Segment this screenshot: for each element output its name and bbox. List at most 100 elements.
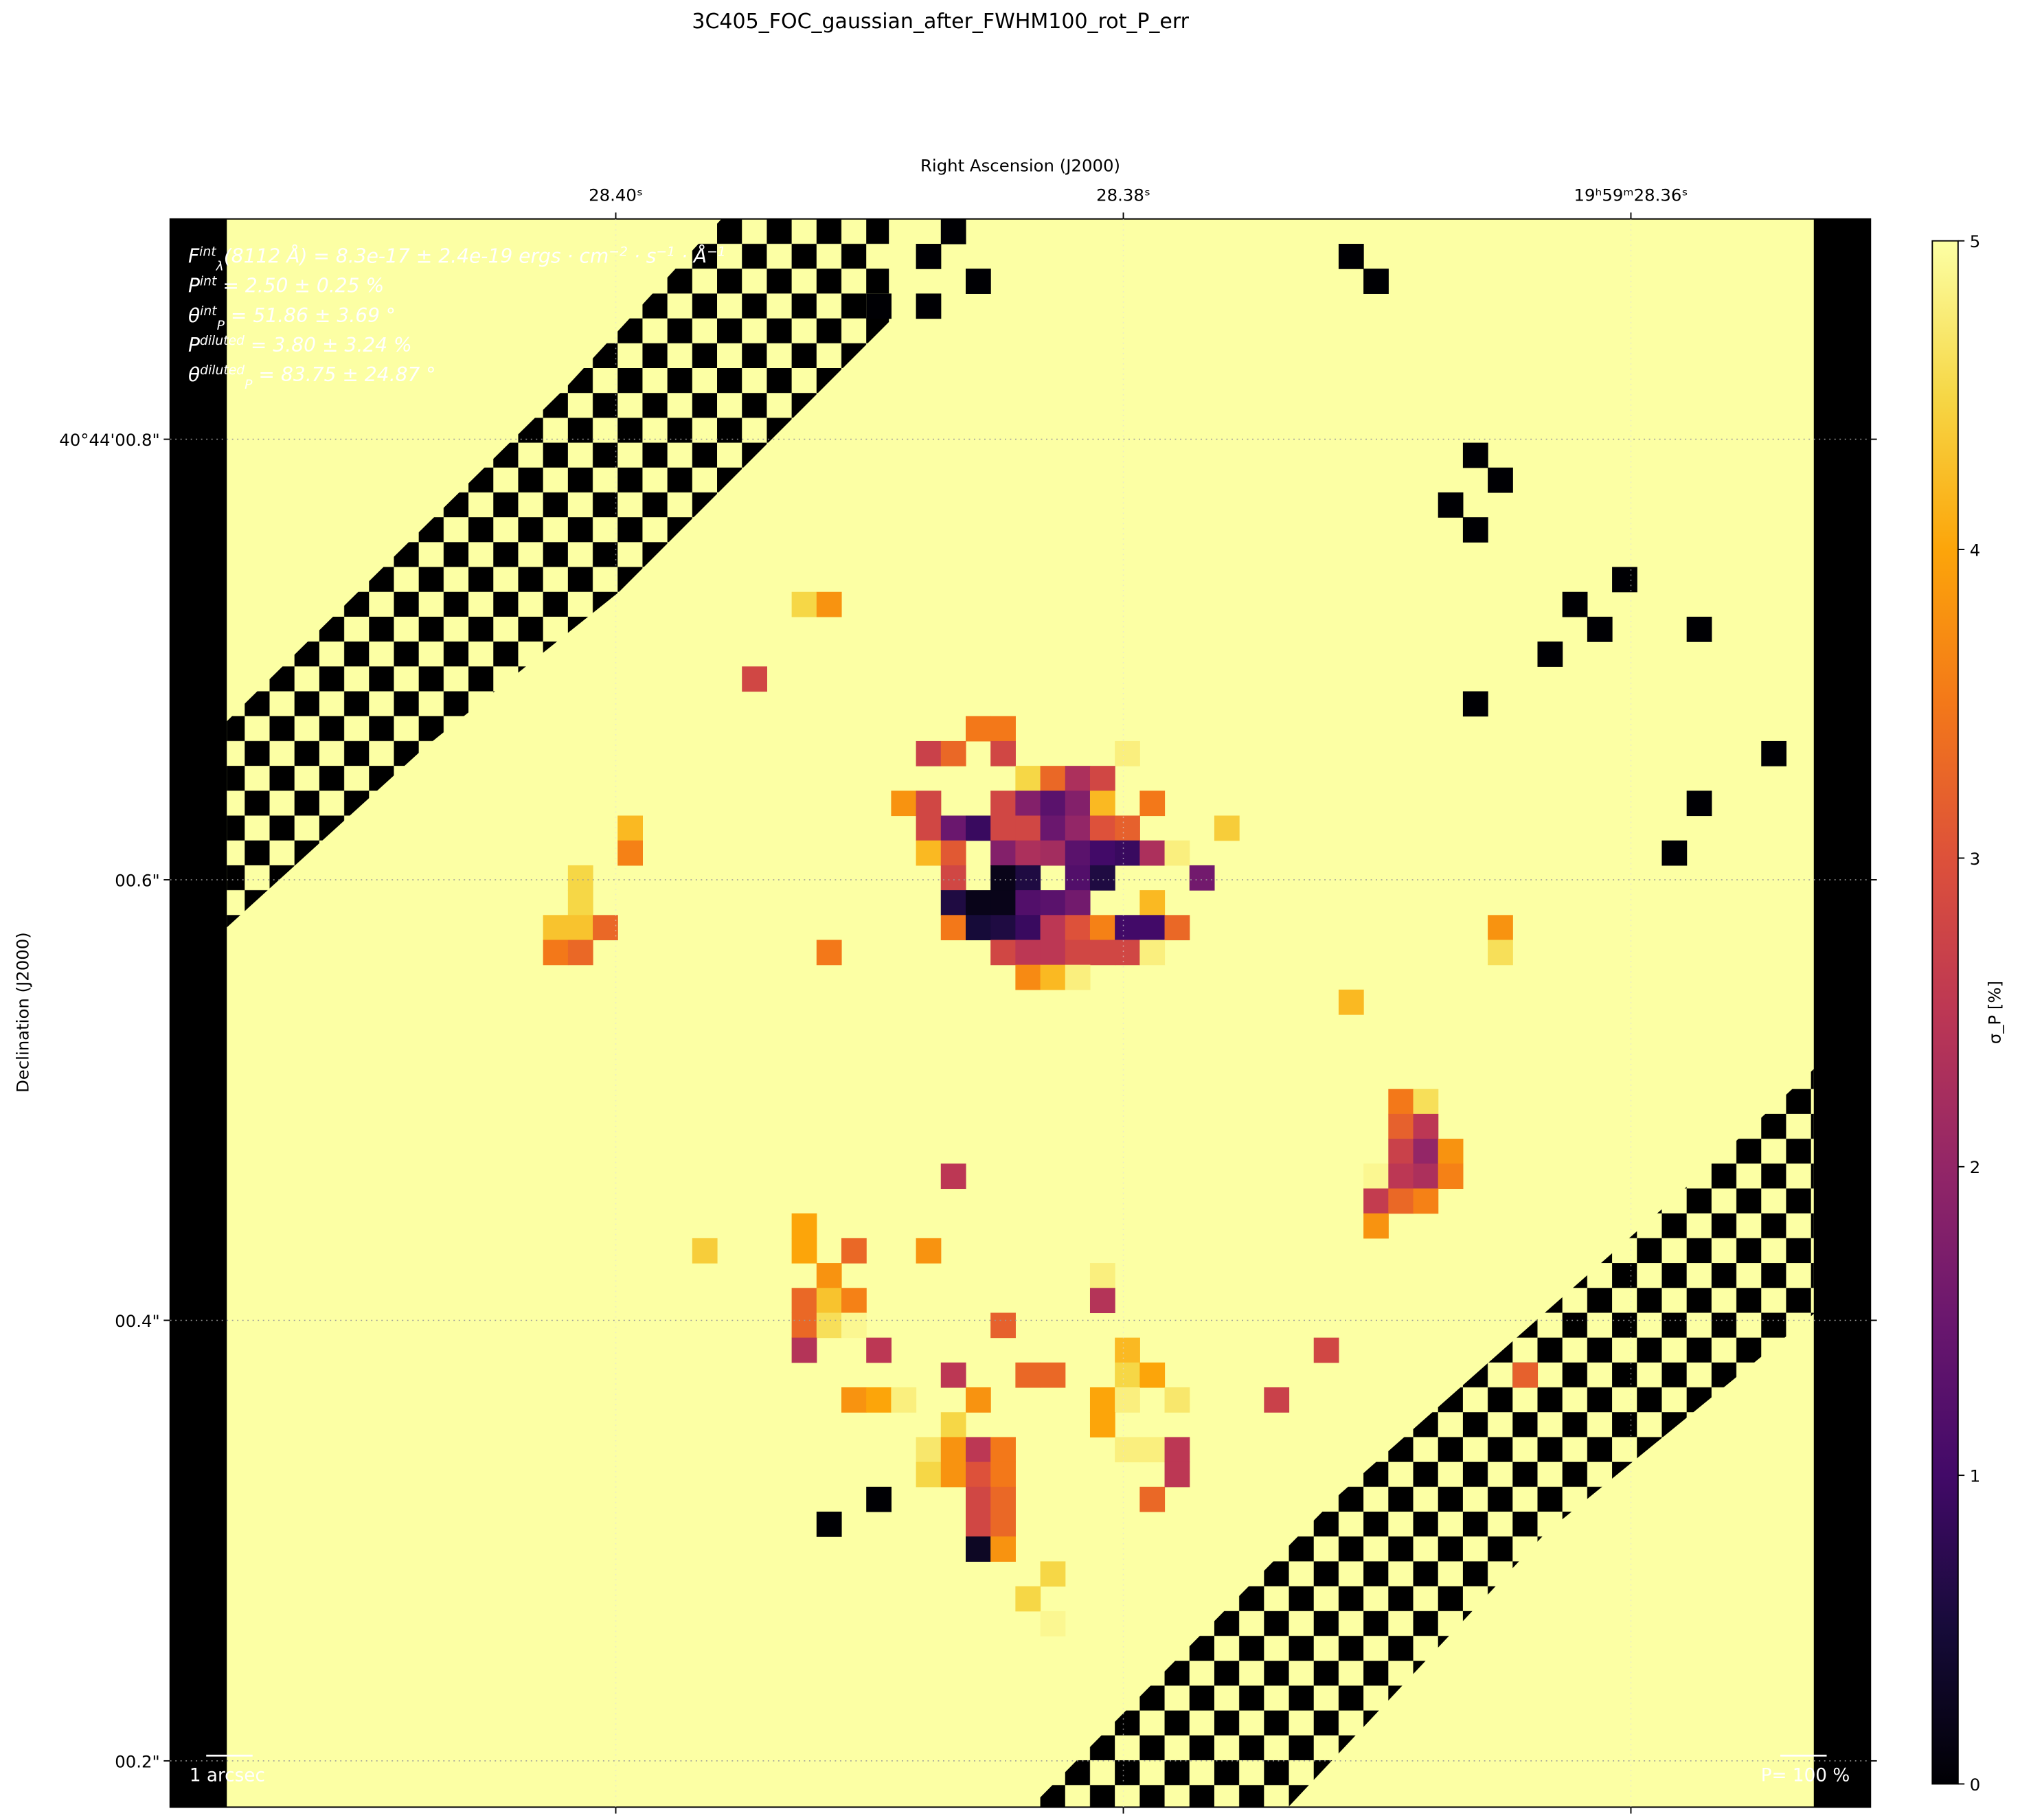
cell — [1015, 1362, 1041, 1388]
colorbar-tick-label: 3 — [1970, 849, 1981, 869]
annotation-part: P — [188, 334, 200, 356]
cell — [940, 815, 966, 841]
cell — [816, 1512, 842, 1537]
cell — [1089, 1412, 1115, 1437]
cell — [1164, 915, 1190, 941]
cell — [916, 244, 942, 269]
cell — [1089, 865, 1115, 891]
cell — [990, 1461, 1016, 1488]
cell — [1413, 1089, 1439, 1115]
cell — [1040, 1611, 1066, 1637]
cell — [1264, 1387, 1290, 1413]
cell — [1089, 766, 1115, 791]
cell — [1015, 1586, 1041, 1612]
cell — [1115, 815, 1140, 841]
cell — [940, 890, 966, 915]
cell — [965, 1387, 991, 1413]
y-tick-label: 00.2" — [115, 1751, 159, 1771]
cell — [965, 716, 991, 742]
cell — [1089, 815, 1115, 841]
cell — [1388, 1188, 1414, 1214]
cell — [916, 293, 942, 319]
cell — [1488, 915, 1513, 941]
cell — [1065, 766, 1091, 791]
cell — [965, 915, 991, 941]
cell — [1338, 989, 1364, 1015]
cell — [791, 1213, 817, 1239]
cell — [1115, 840, 1140, 866]
colorbar-tick-label: 4 — [1970, 540, 1981, 560]
cell — [965, 1486, 991, 1512]
cell — [841, 1312, 867, 1339]
annotation-part: = 3.80 ± 3.24 % — [245, 334, 412, 356]
cell — [1139, 1486, 1166, 1512]
cell — [1015, 940, 1041, 966]
cell — [1189, 865, 1215, 891]
cell — [543, 940, 569, 966]
cell — [841, 1238, 867, 1264]
scalebar-label: 1 arcsec — [190, 1766, 265, 1786]
cell — [1015, 890, 1041, 915]
cell — [791, 1337, 817, 1363]
cell — [692, 1238, 718, 1264]
cell — [1139, 1362, 1166, 1388]
cell — [1040, 790, 1066, 817]
cell — [965, 1437, 991, 1463]
cell — [866, 293, 892, 319]
cell — [1115, 940, 1140, 966]
annotation-part: · Å — [675, 244, 707, 268]
cell — [791, 1312, 817, 1339]
annotation-part: int — [200, 304, 217, 318]
cell — [1338, 244, 1364, 269]
annotation: Pdiluted = 3.80 ± 3.24 % — [188, 333, 412, 356]
cell — [816, 940, 842, 966]
cell — [1363, 1188, 1389, 1214]
cell — [1115, 1437, 1140, 1463]
cell — [1438, 1163, 1464, 1190]
annotation-part: diluted — [200, 333, 245, 348]
cell — [742, 666, 767, 692]
cell — [791, 1238, 817, 1264]
cell — [1089, 1263, 1115, 1288]
cell — [841, 1288, 867, 1314]
cell — [940, 1437, 966, 1463]
annotation-part: P — [245, 378, 253, 392]
annotation-part: −2 — [609, 244, 628, 259]
cell — [940, 865, 966, 891]
plot-area — [170, 218, 1871, 1808]
vector-scale-label: P= 100 % — [1761, 1766, 1850, 1786]
annotation-part: −1 — [707, 244, 726, 259]
cell — [891, 790, 917, 817]
annotations: Fintλ(8112 Å) = 8.3e-17 ± 2.4e-19 ergs ·… — [188, 244, 726, 392]
cell — [1115, 1387, 1140, 1413]
cell — [1761, 740, 1787, 766]
cell — [1015, 790, 1041, 817]
cell — [1040, 940, 1066, 966]
cell — [891, 1387, 917, 1413]
cell — [1363, 1163, 1389, 1190]
cell — [990, 1512, 1016, 1537]
annotation-part: P — [188, 275, 200, 297]
cell — [1488, 467, 1513, 493]
cell — [816, 1263, 842, 1288]
cell — [791, 591, 817, 617]
cell — [1661, 840, 1688, 866]
cell — [1015, 865, 1041, 891]
cell — [1164, 1437, 1190, 1463]
cell — [940, 218, 966, 244]
x-tick-label: 28.40ˢ — [589, 185, 643, 205]
cell — [940, 915, 966, 941]
cell — [916, 1437, 942, 1463]
colorbar-tick-label: 5 — [1970, 231, 1981, 251]
cell — [965, 1512, 991, 1537]
annotation-part: · s — [628, 245, 657, 268]
cell — [1462, 691, 1488, 717]
cell — [1065, 840, 1091, 866]
cell — [965, 815, 991, 841]
cell — [1040, 766, 1066, 791]
annotation-part: F — [188, 245, 200, 268]
annotation: θdilutedP = 83.75 ± 24.87 ° — [188, 363, 435, 392]
cell — [965, 890, 991, 915]
cell — [1040, 1561, 1066, 1587]
